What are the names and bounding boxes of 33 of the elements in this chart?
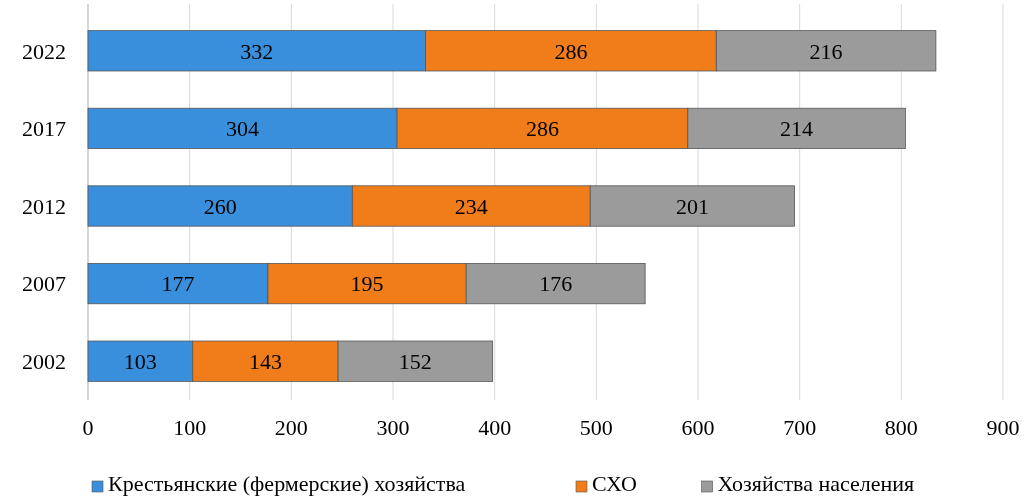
x-tick-label: 600 xyxy=(681,415,715,440)
x-tick-label: 400 xyxy=(478,415,512,440)
data-label: 176 xyxy=(539,271,573,297)
x-tick-label: 100 xyxy=(173,415,207,440)
data-label: 332 xyxy=(240,38,274,64)
data-label: 201 xyxy=(675,193,709,219)
data-label: 143 xyxy=(248,348,282,374)
data-label: 216 xyxy=(809,38,843,64)
x-tick-label: 900 xyxy=(986,415,1020,440)
data-label: 177 xyxy=(161,271,195,297)
data-label: 103 xyxy=(123,348,157,374)
data-label: 260 xyxy=(203,193,237,219)
legend-label: Хозяйства населения xyxy=(717,471,915,496)
data-label: 195 xyxy=(350,271,384,297)
data-label: 286 xyxy=(554,38,588,64)
x-tick-label: 800 xyxy=(884,415,918,440)
y-tick-label: 2007 xyxy=(22,271,66,297)
y-tick-label: 2017 xyxy=(22,116,66,142)
x-tick-label: 700 xyxy=(783,415,817,440)
data-label: 304 xyxy=(226,116,260,142)
y-tick-label: 2012 xyxy=(22,193,66,219)
x-tick-label: 300 xyxy=(376,415,410,440)
legend-label: Крестьянские (фермерские) хозяйства xyxy=(108,471,466,496)
data-label: 214 xyxy=(780,116,814,142)
x-tick-label: 500 xyxy=(579,415,613,440)
data-label: 286 xyxy=(525,116,559,142)
y-tick-label: 2022 xyxy=(22,38,66,64)
y-tick-label: 2002 xyxy=(22,348,66,374)
legend-label: СХО xyxy=(592,471,637,496)
data-label: 234 xyxy=(454,193,488,219)
x-tick-label: 200 xyxy=(274,415,308,440)
x-tick-label: 0 xyxy=(82,415,94,440)
data-label: 152 xyxy=(398,348,432,374)
